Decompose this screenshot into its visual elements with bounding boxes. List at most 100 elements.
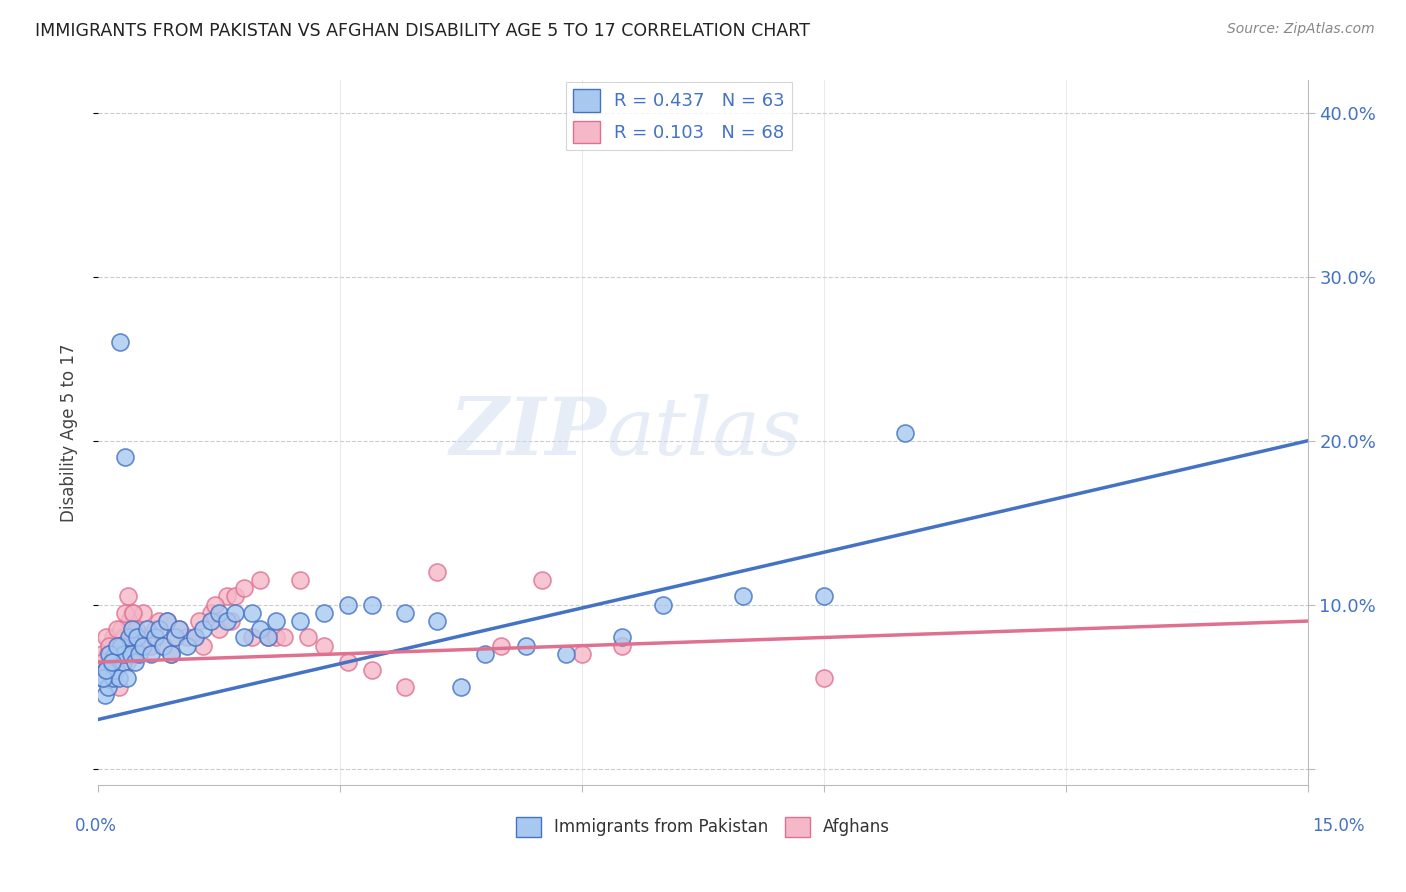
- Point: [91, 655, 114, 669]
- Point: [224, 590, 246, 604]
- Point: [103, 655, 125, 669]
- Point: [361, 598, 384, 612]
- Point: [515, 639, 537, 653]
- Point: [128, 647, 150, 661]
- Point: [121, 606, 143, 620]
- Point: [240, 631, 263, 645]
- Point: [733, 590, 755, 604]
- Point: [813, 672, 835, 686]
- Point: [163, 631, 186, 645]
- Point: [108, 335, 131, 350]
- Point: [184, 631, 207, 645]
- Point: [121, 622, 143, 636]
- Point: [127, 631, 149, 645]
- Point: [297, 631, 319, 645]
- Point: [107, 680, 129, 694]
- Point: [115, 672, 138, 686]
- Point: [110, 622, 132, 636]
- Point: [337, 655, 360, 669]
- Point: [394, 606, 416, 620]
- Point: [100, 655, 122, 669]
- Point: [120, 647, 142, 661]
- Point: [156, 614, 179, 628]
- Point: [612, 631, 634, 645]
- Point: [288, 573, 311, 587]
- Point: [127, 639, 149, 653]
- Point: [100, 655, 122, 669]
- Point: [314, 639, 336, 653]
- Point: [96, 663, 118, 677]
- Point: [264, 631, 287, 645]
- Point: [124, 647, 146, 661]
- Point: [204, 598, 226, 612]
- Point: [125, 622, 148, 636]
- Text: Source: ZipAtlas.com: Source: ZipAtlas.com: [1227, 22, 1375, 37]
- Point: [193, 622, 215, 636]
- Point: [314, 606, 336, 620]
- Point: [264, 614, 287, 628]
- Point: [114, 606, 136, 620]
- Point: [256, 631, 278, 645]
- Point: [450, 680, 472, 694]
- Text: 15.0%: 15.0%: [1312, 817, 1365, 835]
- Point: [108, 639, 131, 653]
- Point: [110, 639, 132, 653]
- Point: [426, 614, 449, 628]
- Legend: Immigrants from Pakistan, Afghans: Immigrants from Pakistan, Afghans: [509, 810, 897, 844]
- Point: [97, 647, 120, 661]
- Point: [128, 631, 150, 645]
- Point: [122, 606, 145, 620]
- Point: [217, 614, 239, 628]
- Point: [132, 639, 155, 653]
- Point: [139, 647, 162, 661]
- Point: [111, 647, 134, 661]
- Point: [176, 631, 198, 645]
- Point: [893, 425, 915, 440]
- Text: 0.0%: 0.0%: [75, 817, 117, 835]
- Point: [112, 631, 135, 645]
- Point: [152, 639, 174, 653]
- Point: [152, 639, 174, 653]
- Point: [148, 614, 170, 628]
- Point: [200, 614, 222, 628]
- Point: [224, 606, 246, 620]
- Point: [651, 598, 673, 612]
- Point: [101, 672, 124, 686]
- Point: [156, 614, 179, 628]
- Point: [232, 582, 254, 596]
- Point: [337, 598, 360, 612]
- Point: [361, 663, 384, 677]
- Point: [426, 565, 449, 579]
- Point: [105, 647, 128, 661]
- Point: [94, 688, 117, 702]
- Point: [132, 606, 155, 620]
- Point: [193, 639, 215, 653]
- Point: [160, 647, 183, 661]
- Point: [111, 655, 134, 669]
- Point: [105, 639, 128, 653]
- Point: [474, 647, 496, 661]
- Point: [94, 631, 117, 645]
- Point: [101, 655, 124, 669]
- Text: atlas: atlas: [606, 394, 801, 471]
- Point: [143, 631, 166, 645]
- Point: [249, 573, 271, 587]
- Point: [129, 639, 152, 653]
- Point: [94, 663, 117, 677]
- Point: [114, 450, 136, 465]
- Point: [135, 631, 157, 645]
- Point: [91, 647, 114, 661]
- Y-axis label: Disability Age 5 to 17: Disability Age 5 to 17: [59, 343, 77, 522]
- Point: [97, 680, 120, 694]
- Point: [184, 631, 207, 645]
- Point: [163, 631, 186, 645]
- Point: [97, 647, 120, 661]
- Point: [160, 647, 183, 661]
- Point: [167, 622, 190, 636]
- Point: [273, 631, 295, 645]
- Legend: R = 0.437   N = 63, R = 0.103   N = 68: R = 0.437 N = 63, R = 0.103 N = 68: [565, 82, 792, 150]
- Point: [217, 590, 239, 604]
- Point: [101, 631, 124, 645]
- Point: [208, 606, 231, 620]
- Text: ZIP: ZIP: [450, 394, 606, 471]
